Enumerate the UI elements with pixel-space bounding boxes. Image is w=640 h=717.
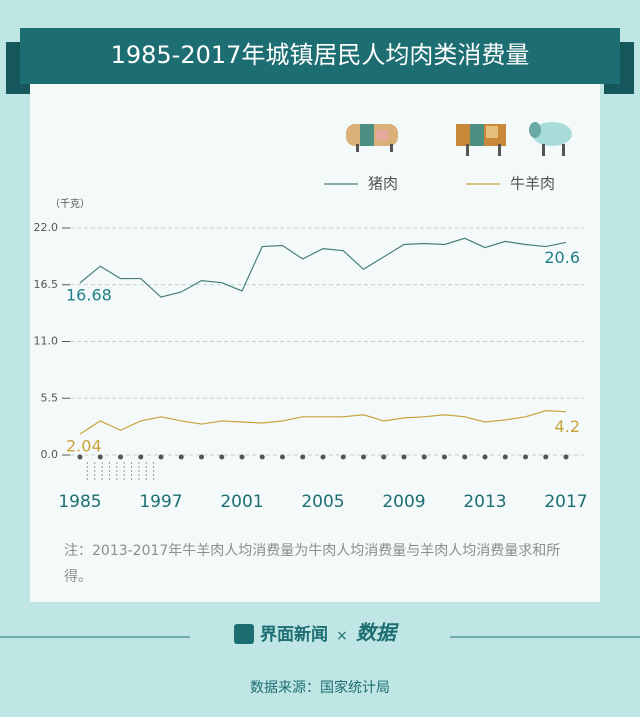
- y-tick-label: 5.5: [41, 391, 59, 404]
- legend-label: 牛羊肉: [510, 175, 555, 193]
- x-tick-dot: [118, 454, 123, 460]
- series-line: [79, 410, 567, 435]
- partner-logo: 数据: [356, 621, 399, 645]
- y-tick-label: 22.0: [34, 221, 59, 234]
- x-tick-dot: [421, 454, 427, 460]
- x-tick-label: 2017: [544, 492, 587, 512]
- x-tick-dot: [97, 454, 103, 460]
- brand-logo: [234, 624, 254, 644]
- x-tick-dot: [482, 454, 488, 460]
- value-label: 2.04: [66, 436, 102, 455]
- x-tick-label: 2013: [463, 492, 506, 512]
- value-label: 20.6: [544, 248, 580, 267]
- x-tick-label: 2005: [301, 492, 344, 512]
- value-label: 16.68: [66, 285, 112, 304]
- x-tick-label: 2001: [220, 492, 263, 512]
- x-tick-label: 1985: [58, 492, 101, 512]
- x-tick-label: 1997: [139, 492, 182, 512]
- x-tick-dot: [300, 454, 306, 460]
- note: 注：2013-2017年牛羊肉人均消费量为牛肉人均消费量与羊肉人均消费量求和所得…: [64, 543, 561, 585]
- x-tick-dot: [178, 454, 184, 460]
- value-label: 4.2: [555, 417, 580, 436]
- x-tick-dot: [401, 454, 407, 460]
- x-tick-dot: [543, 454, 549, 460]
- x-tick-dot: [158, 454, 164, 460]
- source: 数据来源：国家统计局: [250, 679, 390, 696]
- x-tick-dot: [563, 454, 569, 460]
- x-tick-dot: [361, 454, 366, 460]
- y-tick-label: 16.5: [34, 278, 59, 291]
- x-tick-dot: [523, 454, 528, 460]
- legend-label: 猪肉: [368, 175, 398, 193]
- x-tick-dot: [502, 454, 508, 460]
- series-line: [79, 237, 567, 298]
- x-tick-dot: [340, 454, 346, 460]
- x-tick-dot: [381, 454, 387, 460]
- x-tick-dot: [259, 454, 265, 460]
- x-tick-dot: [199, 454, 204, 460]
- y-axis-label: （千克）: [50, 198, 90, 210]
- title-bar: [20, 28, 620, 84]
- x-tick-dot: [77, 454, 83, 460]
- x-tick-dot: [320, 454, 326, 460]
- separator: ×: [336, 628, 348, 644]
- x-tick-label: 2009: [382, 492, 425, 512]
- pig-icon: [346, 124, 398, 152]
- x-tick-dot: [219, 454, 225, 460]
- x-tick-dot: [462, 454, 468, 460]
- sheep-icon: [529, 122, 572, 156]
- y-tick-label: 11.0: [34, 335, 59, 348]
- x-tick-dot: [239, 454, 245, 460]
- x-tick-dot: [442, 454, 447, 460]
- chart-title: 1985-2017年城镇居民人均肉类消费量: [111, 41, 530, 69]
- x-tick-dot: [138, 454, 144, 460]
- y-tick-label: 0.0: [41, 448, 59, 461]
- x-tick-dot: [280, 454, 285, 460]
- brand: 界面新闻: [260, 624, 328, 645]
- cow-icon: [456, 124, 506, 156]
